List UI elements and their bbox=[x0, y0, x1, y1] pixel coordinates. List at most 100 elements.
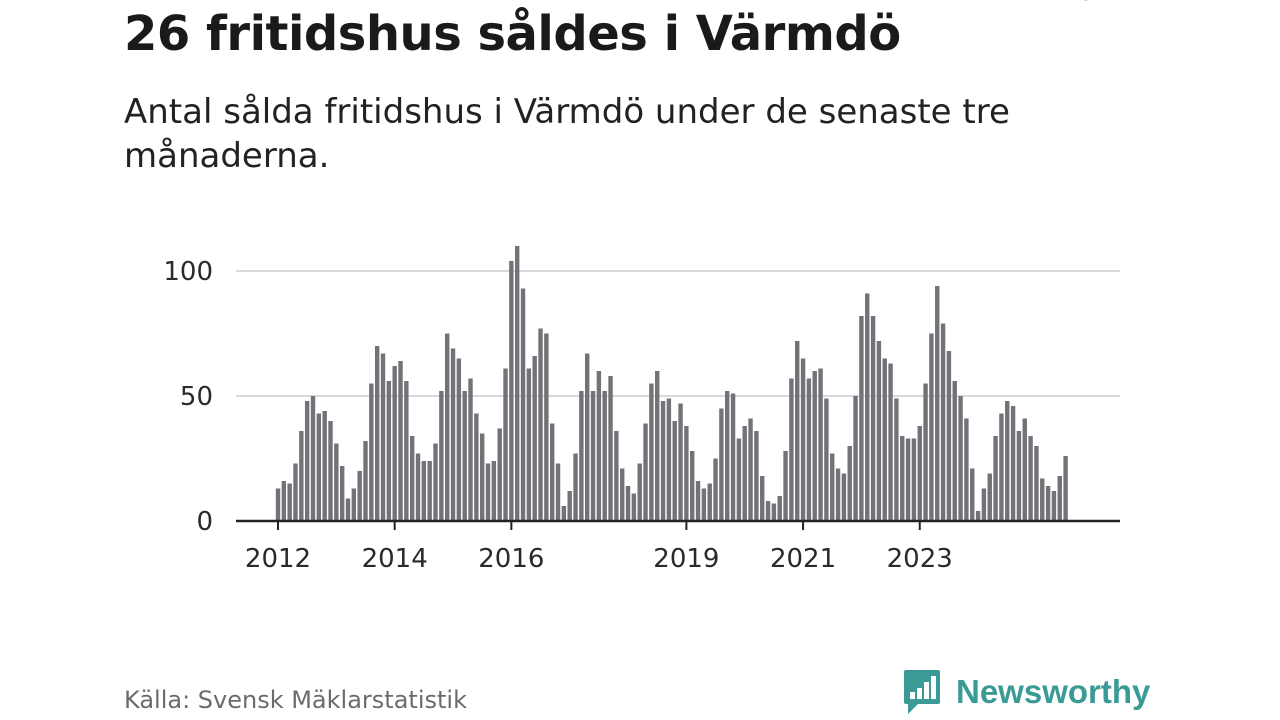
page-subtitle: Antal sålda fritidshus i Värmdö under de… bbox=[124, 92, 1010, 176]
bar bbox=[421, 461, 427, 521]
bar bbox=[935, 286, 940, 521]
bar bbox=[275, 488, 281, 521]
bar bbox=[608, 376, 613, 521]
bar bbox=[620, 468, 625, 521]
bar-chart: 0 50 100 2012 2014 2016 2019 2021 2023 26 bbox=[163, 0, 1120, 574]
bar bbox=[538, 328, 543, 521]
bar bbox=[316, 413, 322, 521]
bar bbox=[404, 381, 409, 521]
bar bbox=[1063, 456, 1068, 521]
bar bbox=[929, 333, 934, 521]
bar bbox=[655, 371, 660, 521]
bar bbox=[865, 293, 870, 521]
bar bbox=[287, 483, 292, 521]
bar bbox=[550, 423, 555, 521]
bar bbox=[795, 341, 800, 521]
bar bbox=[742, 426, 747, 521]
bar bbox=[363, 441, 368, 521]
bar bbox=[596, 371, 602, 521]
x-tick-label: 2014 bbox=[362, 544, 428, 574]
bar bbox=[304, 401, 310, 521]
bar bbox=[760, 476, 765, 521]
bar bbox=[970, 468, 975, 521]
bar bbox=[660, 401, 666, 521]
bar bbox=[491, 461, 497, 521]
bar bbox=[678, 403, 683, 521]
bar bbox=[1010, 406, 1016, 521]
bar bbox=[485, 463, 491, 521]
bar bbox=[427, 461, 432, 521]
bar bbox=[643, 423, 648, 521]
bar bbox=[474, 413, 479, 521]
bar bbox=[520, 288, 526, 521]
bar bbox=[625, 486, 631, 521]
bar bbox=[806, 378, 812, 521]
labels: 0 50 100 2012 2014 2016 2019 2021 2023 26 bbox=[163, 0, 1093, 574]
bar bbox=[561, 506, 567, 521]
bar bbox=[631, 493, 637, 521]
bar bbox=[526, 368, 532, 521]
bar bbox=[800, 358, 806, 521]
source-note: Källa: Svensk Mäklarstatistik bbox=[124, 686, 467, 714]
bar bbox=[392, 366, 397, 521]
bar bbox=[719, 408, 724, 521]
bar bbox=[339, 466, 345, 521]
grid-lines bbox=[236, 270, 1120, 397]
bar bbox=[415, 453, 421, 521]
bar bbox=[532, 356, 537, 521]
bar bbox=[853, 396, 858, 521]
bar bbox=[1016, 431, 1022, 521]
bar bbox=[1045, 486, 1051, 521]
bar bbox=[748, 418, 753, 521]
bar bbox=[602, 391, 607, 521]
bar bbox=[1057, 476, 1062, 521]
bar bbox=[544, 333, 549, 521]
bar bbox=[701, 488, 707, 521]
x-tick-label: 2023 bbox=[887, 544, 953, 574]
bar bbox=[730, 393, 736, 521]
bar bbox=[672, 421, 677, 521]
bar bbox=[923, 383, 928, 521]
bar bbox=[1005, 401, 1010, 521]
bar bbox=[754, 431, 759, 521]
bar bbox=[579, 391, 584, 521]
brand-name: Newsworthy bbox=[956, 673, 1151, 710]
bar bbox=[859, 316, 864, 521]
bar bbox=[509, 261, 514, 521]
bar bbox=[771, 503, 777, 521]
bar bbox=[514, 246, 520, 521]
bar bbox=[812, 371, 817, 521]
bar bbox=[590, 391, 596, 521]
bar bbox=[1022, 418, 1027, 521]
bar bbox=[987, 473, 992, 521]
bar bbox=[847, 446, 852, 521]
bar bbox=[736, 438, 742, 521]
bar bbox=[468, 378, 473, 521]
bar bbox=[783, 451, 788, 521]
bar bbox=[1028, 436, 1033, 521]
bar bbox=[835, 468, 841, 521]
bar bbox=[876, 341, 882, 521]
x-tick-label: 2012 bbox=[245, 544, 311, 574]
bar bbox=[999, 413, 1004, 521]
bar bbox=[637, 463, 642, 521]
bar bbox=[684, 426, 689, 521]
bar bbox=[357, 471, 362, 521]
bar bbox=[310, 396, 316, 521]
bar bbox=[981, 488, 987, 521]
bar bbox=[409, 436, 415, 521]
bar bbox=[882, 358, 887, 521]
bar bbox=[614, 431, 619, 521]
bar bbox=[993, 436, 998, 521]
y-tick-label: 50 bbox=[180, 382, 213, 412]
bar bbox=[299, 431, 304, 521]
bar bbox=[293, 463, 298, 521]
bar bbox=[888, 363, 893, 521]
bar bbox=[450, 348, 456, 521]
bar bbox=[695, 481, 701, 521]
y-tick-label: 0 bbox=[196, 507, 213, 537]
bar bbox=[870, 316, 876, 521]
bar bbox=[345, 498, 351, 521]
bar bbox=[1051, 491, 1057, 521]
bar bbox=[975, 511, 981, 521]
